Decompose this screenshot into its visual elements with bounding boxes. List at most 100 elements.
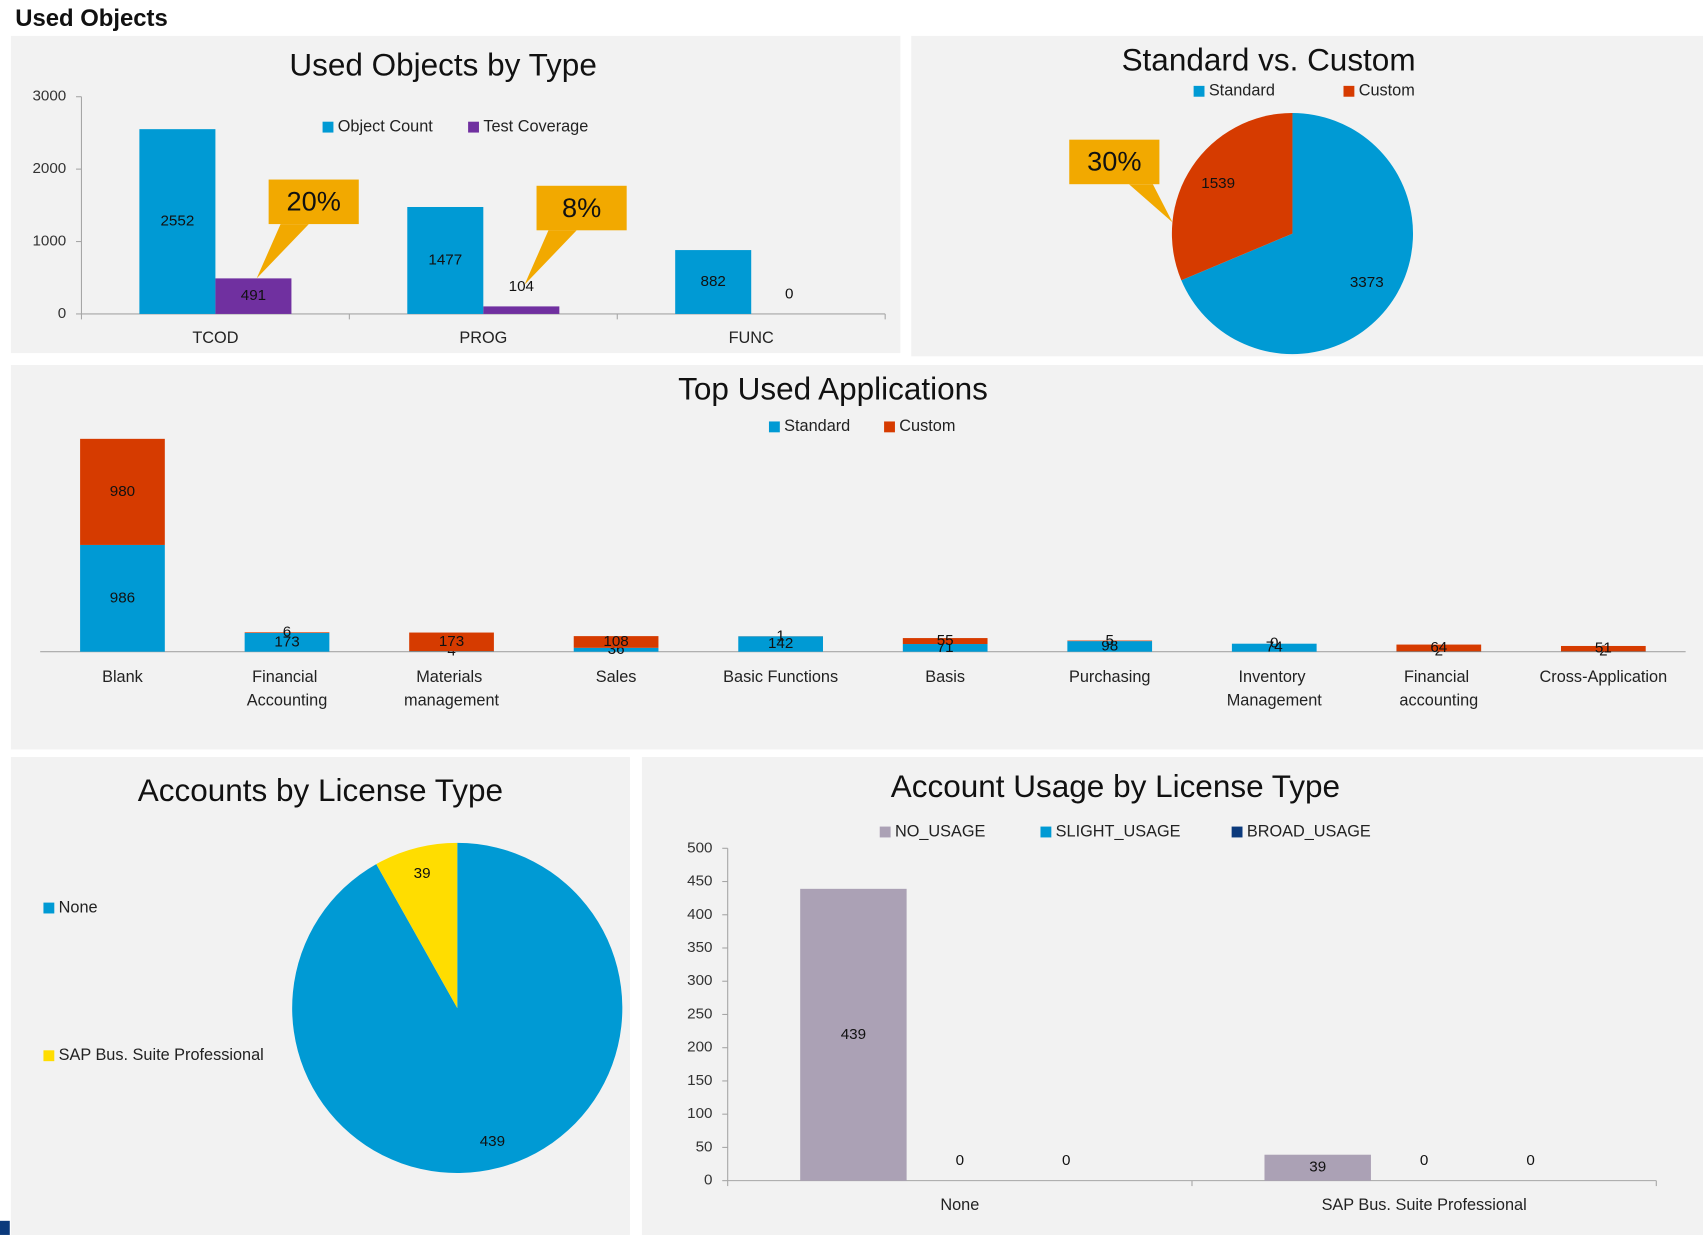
- data-label: 1: [776, 627, 784, 644]
- bar-segment: [902, 644, 988, 652]
- bar-segment: [244, 632, 330, 652]
- data-label: 39: [1309, 1159, 1326, 1176]
- bar-segment: [902, 638, 988, 645]
- legend-swatch: [1343, 85, 1355, 97]
- x-tick-label: Purchasing: [1069, 668, 1150, 686]
- x-tick-label: SAP Bus. Suite Professional: [1322, 1196, 1527, 1214]
- data-label: 986: [110, 589, 135, 606]
- data-label: 6: [283, 624, 291, 641]
- legend-label: BROAD_USAGE: [1247, 822, 1371, 840]
- pie-slice: [1171, 113, 1293, 281]
- y-tick-label: 500: [687, 839, 712, 856]
- data-label: 39: [414, 865, 431, 882]
- data-label: 64: [1430, 639, 1447, 656]
- legend-swatch: [879, 826, 891, 838]
- bar-segment: [409, 632, 494, 652]
- legend-swatch: [468, 121, 479, 133]
- y-tick-label: 0: [58, 305, 66, 322]
- callout-box: [1069, 139, 1160, 185]
- callout-box: [268, 179, 359, 225]
- data-label: 98: [1101, 637, 1118, 654]
- data-label: 1539: [1201, 175, 1235, 192]
- chart-title: Standard vs. Custom: [1122, 41, 1416, 77]
- data-label: 173: [274, 633, 299, 650]
- bar: [1264, 1154, 1371, 1181]
- x-tick-label: Materials management: [404, 668, 500, 710]
- data-label: 74: [1266, 639, 1283, 656]
- data-label: 55: [937, 632, 954, 649]
- x-tick-label: Basic Functions: [723, 668, 838, 686]
- data-label: 0: [1420, 1152, 1428, 1169]
- y-tick-label: 250: [687, 1005, 712, 1022]
- pie-slice: [1181, 113, 1414, 355]
- bar: [800, 888, 907, 1181]
- data-label: 104: [509, 278, 534, 295]
- y-tick-label: 350: [687, 939, 712, 956]
- bar-segment: [1067, 641, 1153, 652]
- x-tick-label: Financial accounting: [1399, 668, 1478, 710]
- bar-segment: [80, 544, 165, 652]
- chart-title: Accounts by License Type: [138, 772, 503, 808]
- legend-swatch: [768, 421, 780, 433]
- data-label: 1477: [428, 251, 462, 268]
- corner-marker: [0, 1220, 10, 1235]
- data-label: 439: [480, 1133, 505, 1150]
- legend-label: Test Coverage: [483, 117, 588, 135]
- bar-segment: [573, 636, 659, 648]
- page-title: Used Objects: [15, 5, 168, 32]
- data-label: 491: [241, 287, 266, 304]
- chart-title: Account Usage by License Type: [891, 768, 1340, 804]
- legend-swatch: [1231, 826, 1243, 838]
- data-label: 173: [439, 633, 464, 650]
- y-tick-label: 200: [687, 1039, 712, 1056]
- x-tick-label: PROG: [459, 329, 507, 347]
- callout-box: [536, 185, 627, 231]
- data-label: 439: [841, 1026, 866, 1043]
- y-tick-label: 150: [687, 1072, 712, 1089]
- legend-label: None: [59, 898, 98, 916]
- legend-label: NO_USAGE: [895, 822, 986, 840]
- x-tick-label: None: [940, 1196, 979, 1214]
- legend-label: Standard: [784, 417, 850, 435]
- bar-segment: [1560, 645, 1646, 652]
- bar-segment: [1067, 640, 1153, 642]
- y-tick-label: 3000: [32, 88, 66, 105]
- data-label: 2552: [160, 213, 194, 230]
- y-tick-label: 400: [687, 906, 712, 923]
- legend-label: Custom: [899, 417, 955, 435]
- y-tick-label: 300: [687, 972, 712, 989]
- legend-label: Custom: [1359, 82, 1415, 100]
- legend-label: Standard: [1209, 82, 1275, 100]
- x-tick-label: Basis: [925, 668, 965, 686]
- y-tick-label: 100: [687, 1105, 712, 1122]
- legend-swatch: [884, 421, 895, 433]
- y-tick-label: 450: [687, 873, 712, 890]
- bar-segment: [573, 647, 659, 652]
- bar-segment: [80, 438, 165, 545]
- data-label: 0: [1062, 1152, 1070, 1169]
- data-label: 0: [1270, 635, 1278, 652]
- legend-swatch: [43, 902, 55, 914]
- data-label: 980: [110, 483, 135, 500]
- x-tick-label: Financial Accounting: [247, 668, 328, 710]
- bar: [215, 278, 292, 314]
- data-label: 3373: [1350, 274, 1384, 291]
- pie-slice: [376, 842, 458, 1008]
- bar-segment: [1396, 644, 1482, 652]
- x-tick-label: Inventory Management: [1227, 668, 1323, 710]
- x-tick-label: Sales: [596, 668, 637, 686]
- bar-segment: [1231, 643, 1317, 652]
- chart-title: Used Objects by Type: [289, 47, 596, 83]
- callout-text: 30%: [1087, 146, 1141, 177]
- chart-title: Top Used Applications: [678, 370, 988, 406]
- legend-swatch: [322, 121, 334, 133]
- data-label: 0: [1526, 1152, 1534, 1169]
- data-label: 5: [1105, 632, 1113, 649]
- legend-label: SAP Bus. Suite Professional: [59, 1046, 264, 1064]
- data-label: 0: [785, 285, 793, 302]
- data-label: 142: [768, 635, 793, 652]
- legend-swatch: [43, 1050, 55, 1062]
- bar: [139, 129, 216, 314]
